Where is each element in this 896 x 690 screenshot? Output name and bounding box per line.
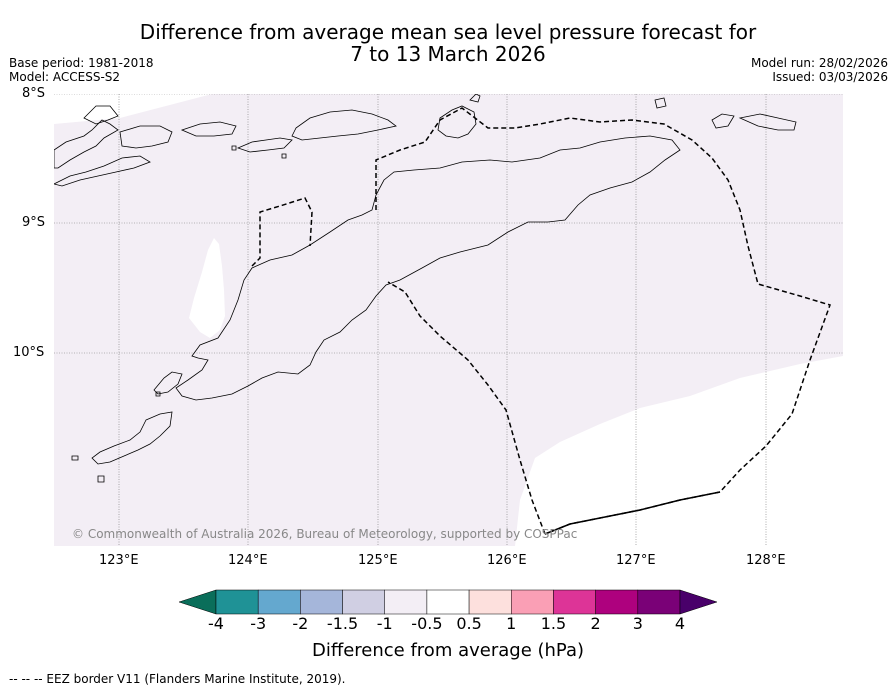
colorbar-box: [426, 589, 470, 615]
colorbar-tick-label: 0.5: [456, 614, 482, 633]
colorbar-extend-high: [679, 589, 718, 615]
colorbar-box: [595, 589, 639, 615]
colorbar-tick-label: 3: [632, 614, 643, 633]
colorbar-box: [215, 589, 259, 615]
colorbar-box: [468, 589, 512, 615]
colorbar-box: [511, 589, 554, 615]
colorbar-box: [384, 589, 428, 615]
colorbar-tick-label: -4: [208, 614, 224, 633]
colorbar-title: Difference from average (hPa): [311, 640, 585, 661]
title-line-1: Difference from average mean sea level p…: [139, 20, 757, 44]
colorbar-box: [342, 589, 385, 615]
anomaly-field: [54, 94, 843, 546]
coastlines: [54, 94, 797, 483]
lon-label: 124°E: [228, 553, 268, 568]
lat-label: 8°S: [22, 86, 46, 101]
colorbar-box: [553, 589, 596, 615]
lon-label: 123°E: [99, 553, 139, 568]
colorbar-box: [257, 589, 301, 615]
colorbar-tick-label: 2: [590, 614, 601, 633]
base-period: Base period: 1981-2018: [9, 56, 154, 70]
eez-solid-segment: [544, 491, 721, 535]
lat-label: 10°S: [13, 345, 45, 360]
lon-label: 125°E: [358, 553, 398, 568]
colorbar-tick-label: -1.5: [326, 614, 359, 633]
colorbar-tick-label: -2: [292, 614, 309, 633]
lon-label: 127°E: [616, 553, 656, 568]
colorbar: [178, 589, 718, 615]
colorbar-tick-label: 1: [506, 614, 517, 633]
title-line-2: 7 to 13 March 2026: [350, 42, 546, 66]
issued-date: Issued: 03/03/2026: [772, 70, 888, 84]
colorbar-box: [300, 589, 343, 615]
colorbar-box: [637, 589, 681, 615]
colorbar-extend-low: [178, 589, 217, 615]
model-run: Model run: 28/02/2026: [750, 56, 888, 70]
eez-legend-footer: -- -- -- EEZ border V11 (Flanders Marine…: [9, 672, 346, 686]
copyright-notice: © Commonwealth of Australia 2026, Bureau…: [72, 527, 578, 541]
gridlines: [54, 94, 843, 546]
lat-label: 9°S: [22, 215, 46, 230]
model-name: Model: ACCESS-S2: [9, 70, 121, 84]
lon-label: 128°E: [746, 553, 786, 568]
colorbar-tick-label: -0.5: [411, 614, 443, 633]
colorbar-tick-label: -1: [376, 614, 393, 633]
colorbar-tick-label: -3: [250, 614, 267, 633]
white-gap: [189, 238, 225, 338]
colorbar-tick-label: 4: [674, 614, 686, 633]
lon-label: 126°E: [487, 553, 527, 568]
colorbar-tick-label: 1.5: [540, 614, 567, 633]
